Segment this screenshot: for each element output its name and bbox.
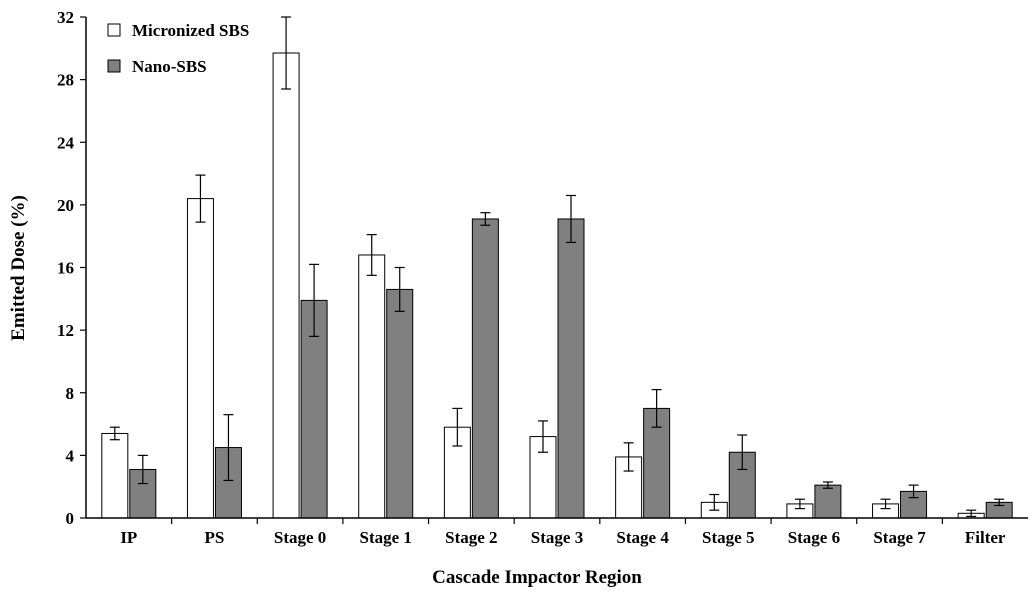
x-tick-label: Stage 0 (274, 528, 326, 547)
x-tick-label: Stage 3 (531, 528, 583, 547)
y-tick-label: 4 (66, 446, 75, 465)
x-tick-label: Filter (965, 528, 1006, 547)
x-tick-label: PS (205, 528, 225, 547)
legend: Micronized SBS Nano-SBS (107, 21, 249, 76)
bar-nano-sbs (557, 218, 585, 519)
y-tick-label: 0 (66, 509, 75, 528)
x-axis-title: Cascade Impactor Region (432, 567, 642, 588)
axes-layer (80, 16, 1028, 524)
x-tick-label: Stage 6 (788, 528, 840, 547)
y-tick-label: 8 (66, 384, 75, 403)
bar-micronized-sbs (186, 198, 214, 519)
bar-nano-sbs (386, 288, 414, 519)
y-axis-title: Emitted Dose (%) (8, 195, 29, 341)
y-tick-label: 16 (57, 259, 74, 278)
y-tick-label: 32 (57, 8, 74, 27)
y-tick-label: 24 (57, 133, 75, 152)
bar-micronized-sbs (358, 254, 386, 519)
legend-label: Micronized SBS (132, 21, 249, 40)
bar-micronized-sbs (101, 432, 129, 519)
legend-label: Nano-SBS (132, 57, 207, 76)
x-tick-label: IP (120, 528, 137, 547)
legend-swatch-micronized-sbs (107, 23, 121, 37)
legend-swatch-nano-sbs (107, 59, 121, 73)
error-bars-layer (109, 16, 1005, 518)
x-tick-label: Stage 5 (702, 528, 754, 547)
bars-layer (101, 52, 1013, 519)
tick-labels-layer: 0 4 8 12 16 20 24 28 32 IP PS Stage 0 Stage 1 Stage 2… (57, 8, 1006, 547)
bar-micronized-sbs (272, 52, 300, 519)
x-tick-label: Stage 2 (445, 528, 497, 547)
bar-nano-sbs (471, 218, 499, 519)
y-tick-label: 12 (57, 321, 74, 340)
x-tick-label: Stage 4 (616, 528, 669, 547)
y-tick-label: 28 (57, 71, 74, 90)
bar-nano-sbs (814, 484, 842, 519)
y-tick-label: 20 (57, 196, 74, 215)
x-tick-label: Stage 1 (360, 528, 412, 547)
x-tick-label: Stage 7 (873, 528, 926, 547)
